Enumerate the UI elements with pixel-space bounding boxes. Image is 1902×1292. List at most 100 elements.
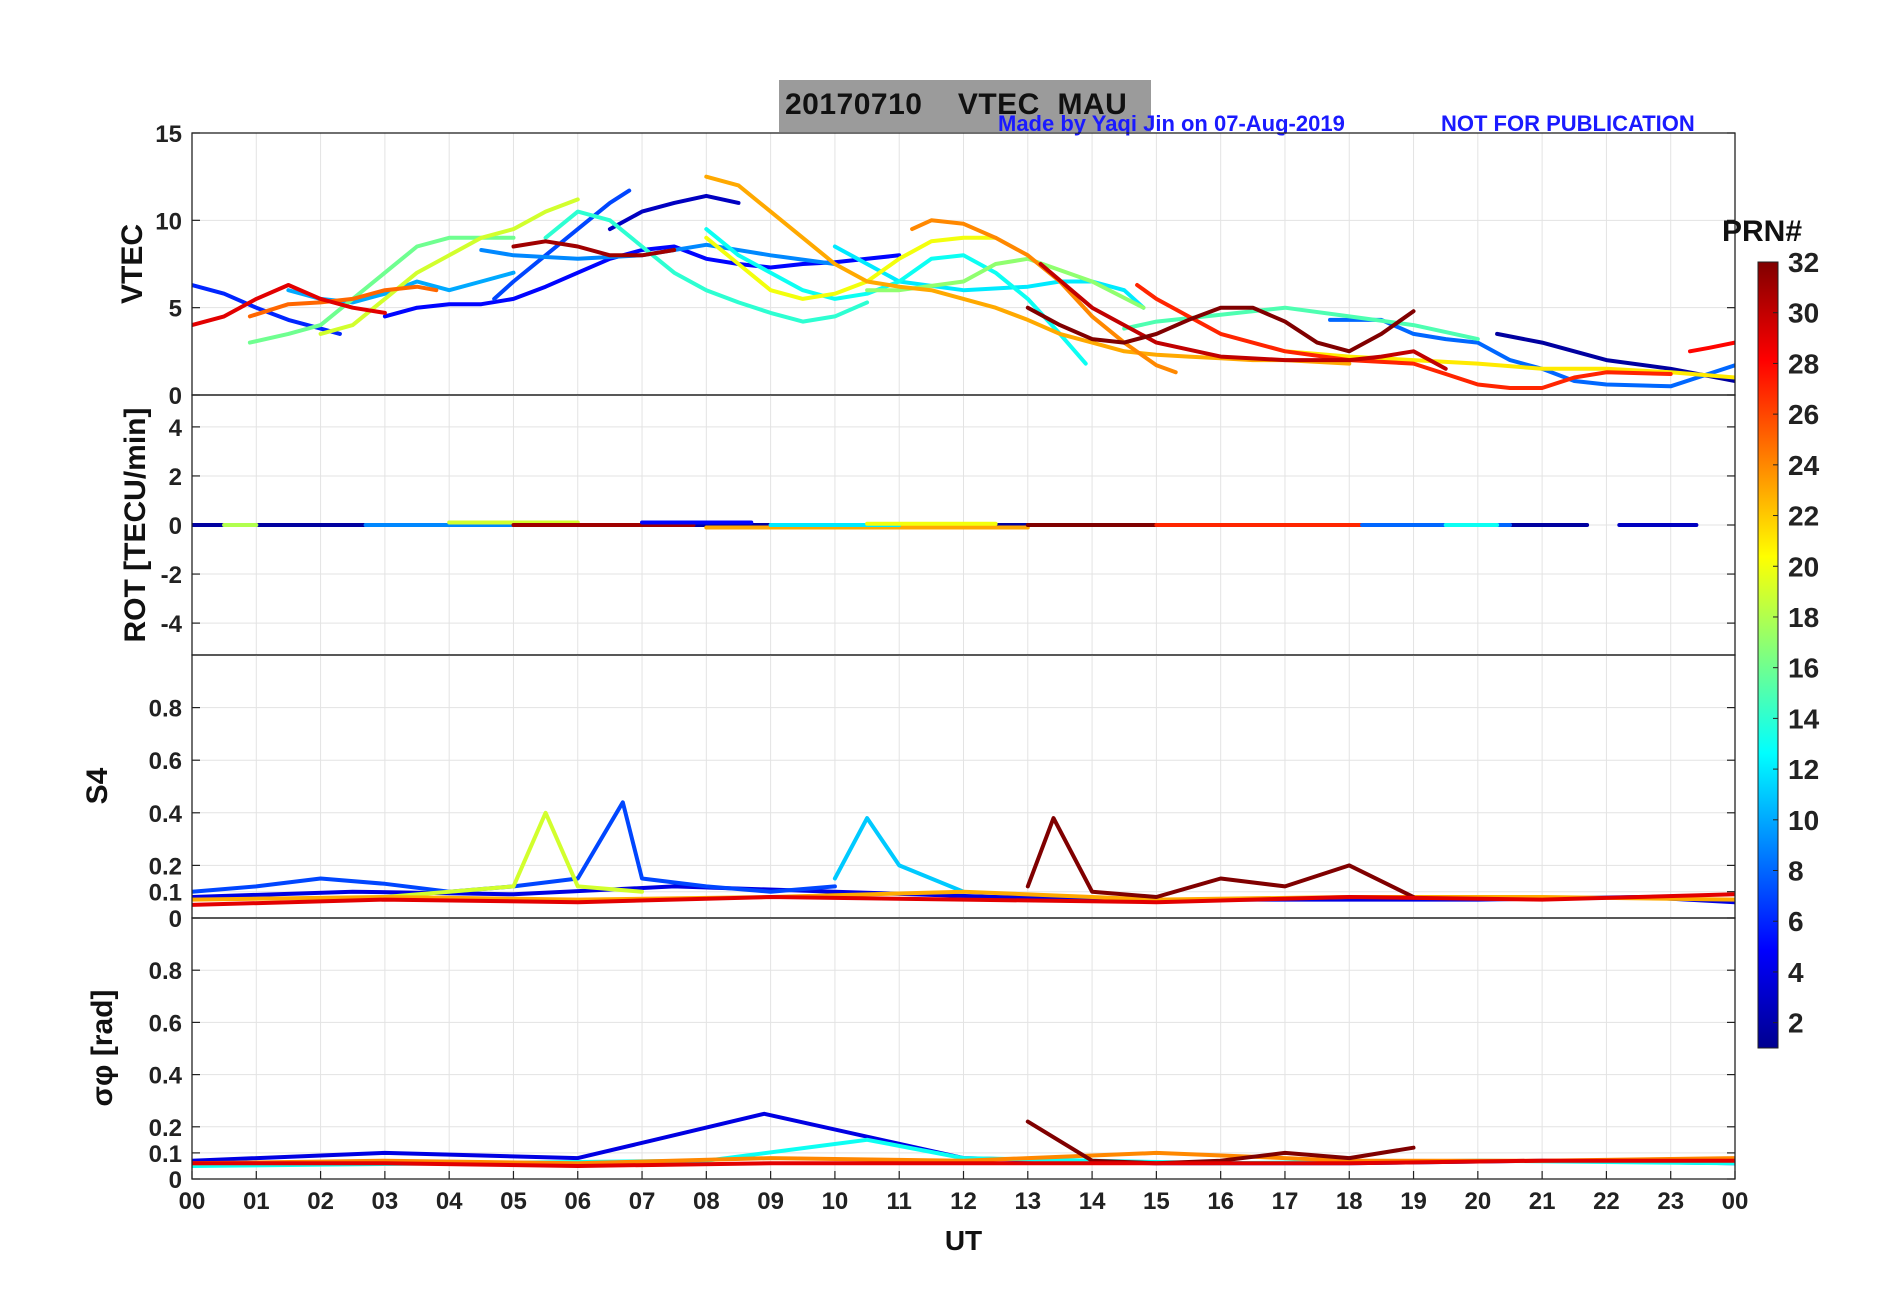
colorbar-tick-label: 24	[1788, 450, 1820, 481]
colorbar-tick-label: 18	[1788, 602, 1819, 633]
ytick-label: 0.6	[149, 1010, 182, 1037]
xtick-label: 15	[1143, 1188, 1170, 1215]
ytick-label: 0.4	[149, 1063, 183, 1090]
series-prn-19	[318, 197, 580, 336]
title-station: VTEC MAU	[957, 88, 1128, 121]
series-prn-8	[1328, 317, 1735, 389]
ytick-label: -4	[161, 611, 183, 638]
xtick-label: 11	[887, 1188, 912, 1215]
ytick-label: 0.1	[149, 1141, 182, 1168]
xtick-label: 00	[1722, 1188, 1749, 1215]
ytick-label: 0.6	[149, 748, 182, 775]
colorbar-tick-label: 26	[1788, 399, 1819, 430]
series-prn-7	[192, 800, 837, 894]
panel-s4: 00.10.2 0.4 0.6 0.8 S4	[81, 654, 1736, 933]
series-prn-28	[1688, 340, 1735, 354]
series-group	[192, 1111, 1735, 1168]
series-prn-16	[247, 235, 516, 345]
chart-title: 20170710 VTEC MAU	[785, 88, 1127, 122]
xtick-label: 17	[1272, 1188, 1299, 1215]
colorbar-tick-label: 20	[1788, 551, 1819, 582]
xtick-label: 22	[1593, 1188, 1620, 1215]
xtick-label: 20	[1464, 1188, 1491, 1215]
series-prn-29	[192, 892, 1735, 907]
xtick-label: 09	[757, 1188, 784, 1215]
colorbar-tick-label: 32	[1788, 247, 1819, 278]
ytick-label: 0	[169, 906, 182, 933]
series-prn-13	[704, 227, 1088, 366]
xtick-label: 10	[822, 1188, 849, 1215]
series-prn-27	[1135, 283, 1673, 390]
series-prn-12	[832, 244, 1146, 310]
series-group	[192, 800, 1735, 907]
colorbar-tick-label: 12	[1788, 754, 1819, 785]
xtick-label: 04	[436, 1188, 463, 1215]
ytick-label: 5	[169, 296, 182, 323]
ytick-label: 0.8	[149, 958, 182, 985]
ytick-label: 0.1	[149, 880, 182, 907]
series-prn-30	[1038, 262, 1448, 371]
title-date: 20170710	[785, 88, 923, 121]
series-prn-6	[192, 283, 342, 336]
series-prn-20	[704, 235, 998, 301]
panel-sigma: 00.10.2 0.4 0.6 0.8 σφ [rad]	[86, 917, 1736, 1194]
colorbar-tick-label: 2	[1788, 1008, 1804, 1039]
x-axis-label: UT	[945, 1225, 982, 1256]
ytick-label: 10	[155, 208, 182, 235]
ylabel-rot: ROT [TECU/min]	[119, 408, 152, 643]
series-prn-5	[382, 244, 902, 319]
series-prn-23	[704, 174, 1352, 366]
colorbar-label: PRN#	[1722, 215, 1802, 248]
xtick-label: 07	[629, 1188, 656, 1215]
series-prn-15	[1122, 305, 1480, 342]
xtick-label: 03	[372, 1188, 399, 1215]
title-box	[779, 80, 1151, 132]
credit-text: Made by Yaqi Jin on 07-Aug-2019	[998, 111, 1345, 136]
colorbar-gradient	[1757, 261, 1779, 1049]
ytick-label: 0.2	[149, 1115, 182, 1142]
colorbar-tick-label: 8	[1788, 856, 1804, 887]
notice-text: NOT FOR PUBLICATION	[1441, 111, 1695, 136]
series-prn-29	[192, 283, 387, 328]
ytick-label: 0	[169, 1167, 182, 1194]
ylabel-sigma: σφ [rad]	[86, 990, 119, 1107]
colorbar-tick-label: 22	[1788, 501, 1819, 532]
xtick-label: 05	[500, 1188, 527, 1215]
xtick-label: 13	[1014, 1188, 1041, 1215]
xtick-label: 16	[1207, 1188, 1234, 1215]
xtick-label: 12	[950, 1188, 977, 1215]
xtick-label: 14	[1079, 1188, 1106, 1215]
series-prn-29	[192, 1158, 1735, 1168]
panel-vtec: 0 5 10 15 VTEC	[116, 121, 1736, 410]
series-prn-14	[543, 209, 870, 324]
colorbar-tick-label: 28	[1788, 348, 1819, 379]
ylabel-vtec: VTEC	[116, 224, 149, 304]
series-prn-3	[607, 193, 741, 232]
xtick-label: 00	[179, 1188, 206, 1215]
series-group	[192, 520, 1699, 530]
xtick-label: 21	[1529, 1188, 1556, 1215]
xtick-label: 06	[564, 1188, 591, 1215]
xtick-label: 23	[1657, 1188, 1684, 1215]
colorbar-tick-label: 16	[1788, 653, 1819, 684]
ytick-label: 0	[169, 513, 182, 540]
ytick-label: 0.4	[149, 801, 183, 828]
colorbar-tick-label: 6	[1788, 906, 1804, 937]
ylabel-s4: S4	[81, 767, 114, 804]
x-axis: 00 01 02 03 04 05 06 07 08 09 10 11 12 13 14 15 16 17 18 19…	[179, 1171, 1749, 1256]
ytick-label: 0	[169, 383, 182, 410]
xtick-label: 08	[693, 1188, 720, 1215]
colorbar-tick-label: 4	[1788, 957, 1804, 988]
ytick-label: 15	[155, 121, 182, 148]
series-prn-11	[832, 816, 966, 894]
series-prn-17	[865, 256, 1146, 310]
series-prn-32	[1025, 305, 1416, 354]
colorbar-tick-label: 10	[1788, 805, 1819, 836]
series-prn-32	[1025, 1119, 1416, 1166]
ytick-label: 4	[169, 415, 183, 442]
series-prn-32	[1025, 816, 1416, 899]
ytick-label: -2	[161, 562, 182, 589]
